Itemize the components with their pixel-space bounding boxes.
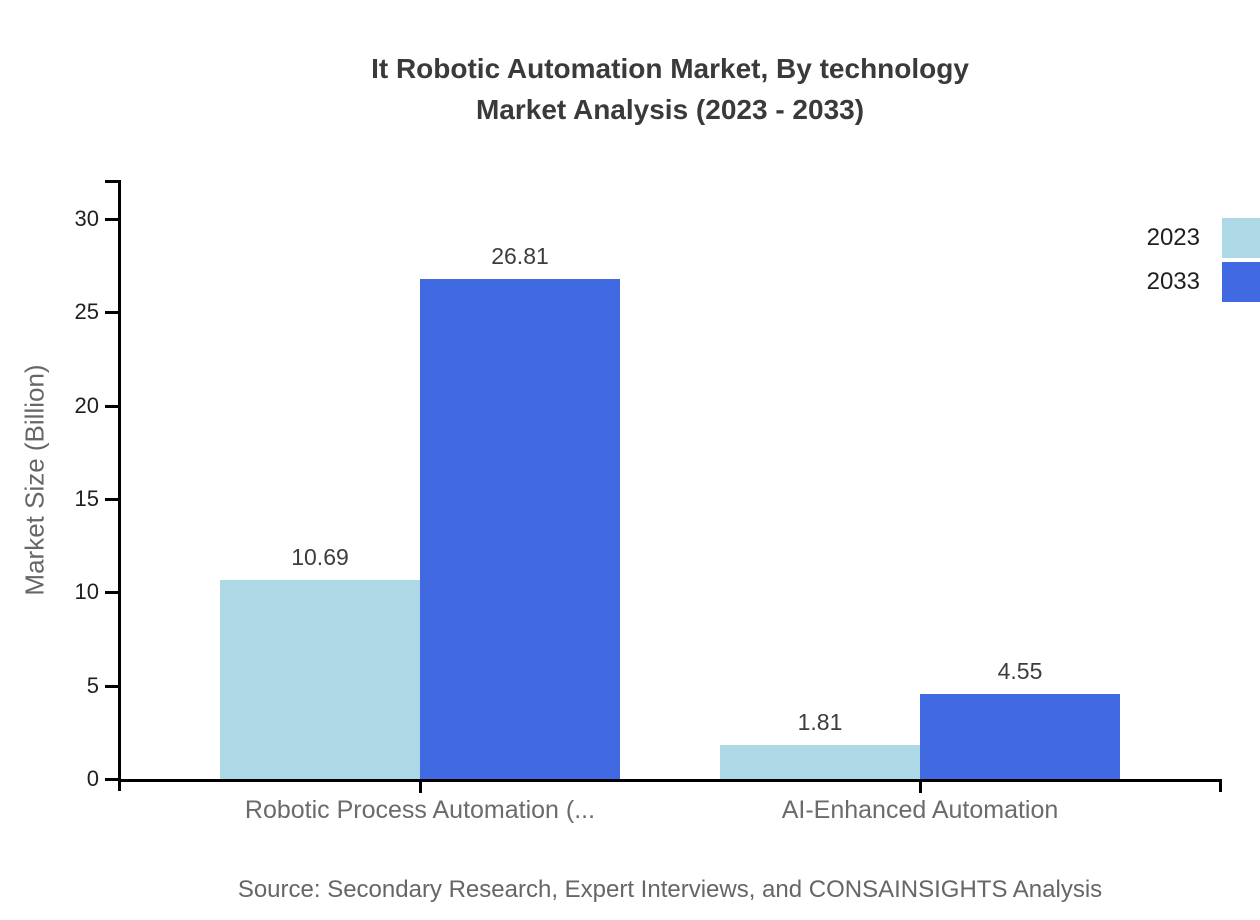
y-tick-label: 20 bbox=[74, 393, 99, 418]
source-note: Source: Secondary Research, Expert Inter… bbox=[237, 876, 1103, 903]
y-tick-label: 15 bbox=[74, 486, 99, 511]
y-tick-mark bbox=[105, 685, 118, 688]
chart-title-line2: Market Analysis (2023 - 2033) bbox=[475, 94, 865, 125]
bar-2033-2 bbox=[920, 694, 1120, 779]
bar-value-label: 1.81 bbox=[797, 709, 843, 736]
y-tick-label: 30 bbox=[74, 206, 99, 231]
bar-2023-1 bbox=[220, 579, 420, 779]
bar-value-label: 26.81 bbox=[491, 242, 549, 269]
y-tick-mark bbox=[105, 498, 118, 501]
bar-2023-2 bbox=[720, 745, 920, 779]
bar-value-label: 10.69 bbox=[291, 543, 349, 570]
chart-title-line1: It Robotic Automation Market, By technol… bbox=[371, 53, 969, 84]
y-tick-label: 25 bbox=[74, 299, 99, 324]
y-tick-label: 0 bbox=[86, 766, 99, 791]
x-category-label: Robotic Process Automation (... bbox=[244, 796, 596, 824]
y-axis-line bbox=[118, 180, 121, 791]
y-tick-label: 10 bbox=[74, 579, 99, 604]
x-axis-line bbox=[118, 779, 1222, 782]
bar-2033-1 bbox=[420, 278, 620, 779]
y-axis-endcap-tick bbox=[105, 180, 118, 183]
y-tick-label: 5 bbox=[86, 673, 99, 698]
y-tick-mark bbox=[105, 778, 118, 781]
x-tick-mark bbox=[419, 779, 422, 793]
x-tick-mark bbox=[919, 779, 922, 793]
y-tick-mark bbox=[105, 311, 118, 314]
y-tick-mark bbox=[105, 218, 118, 221]
y-tick-mark bbox=[105, 405, 118, 408]
x-category-label: AI-Enhanced Automation bbox=[781, 796, 1059, 824]
chart-title: It Robotic Automation Market, By technol… bbox=[118, 48, 1222, 130]
y-tick-mark bbox=[105, 591, 118, 594]
x-axis-endcap-tick bbox=[1219, 779, 1222, 792]
bar-value-label: 4.55 bbox=[997, 658, 1043, 685]
